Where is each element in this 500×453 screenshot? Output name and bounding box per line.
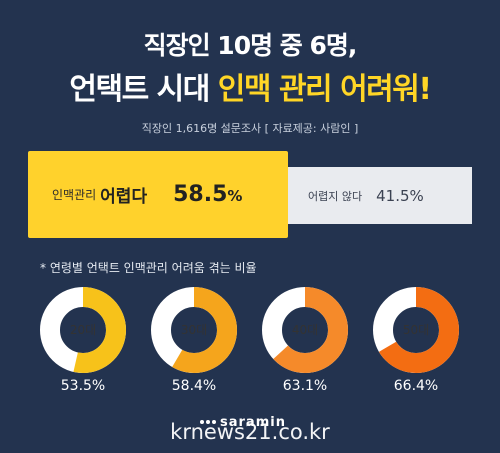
bar-difficult-label-big: 어렵다 [100, 187, 148, 207]
bar-difficult-value-unit: % [227, 187, 243, 205]
title-line-2-highlight: 인맥 관리 어려워! [217, 72, 432, 107]
donut-4-slice [373, 287, 459, 373]
donut-3: 40대 [262, 287, 348, 373]
survey-source: 직장인 1,616명 설문조사 [ 자료제공: 사람인 ] [141, 122, 359, 135]
donut-4-svg [373, 287, 459, 373]
donut-3-value-label: 63.1% [282, 378, 328, 394]
donut-1-svg [40, 287, 126, 373]
donut-1: 20대 [40, 287, 126, 373]
title-line-2-white: 언택트 시대 [69, 72, 218, 107]
title-line-2: 언택트 시대 인맥 관리 어려워! [0, 64, 500, 108]
donut-4: 50대 [373, 287, 459, 373]
logo-dots-icon [200, 420, 216, 424]
donut-4-value-label: 66.4% [393, 378, 439, 394]
donut-3-age-label: 40대 [291, 323, 319, 337]
donut-4-age-label: 50대 [402, 323, 430, 337]
donut-1-value-label: 53.5% [60, 378, 106, 394]
bar-difficult-value: 58.5% [173, 182, 242, 207]
donut-2-slice [151, 287, 237, 373]
saramin-logo: saramin [200, 414, 310, 430]
bar-not-difficult-label: 어렵지 않다 [308, 189, 363, 203]
donut-caption: * 연령별 언택트 인맥관리 어려움 겪는 비율 [40, 261, 257, 275]
donut-3-slice [262, 287, 348, 373]
donut-2-age-label: 30대 [180, 323, 208, 337]
title-line-1: 직장인 10명 중 6명, [143, 31, 358, 60]
watermark: krnews21.co.kr [170, 420, 330, 444]
donut-1-slice [40, 287, 126, 373]
bar-difficult-value-number: 58.5 [173, 182, 228, 207]
bar-not-difficult: 어렵지 않다 41.5% [288, 167, 472, 224]
donut-3-svg [262, 287, 348, 373]
bar-difficult-label-small: 인맥관리 [52, 188, 97, 202]
donut-2-value-label: 58.4% [171, 378, 217, 394]
bar-difficult: 인맥관리 어렵다 58.5% [28, 151, 288, 238]
logo-wordmark: saramin [220, 414, 286, 430]
donut-2: 30대 [151, 287, 237, 373]
bar-not-difficult-value: 41.5% [376, 186, 424, 205]
donut-2-svg [151, 287, 237, 373]
donut-1-age-label: 20대 [69, 323, 97, 337]
